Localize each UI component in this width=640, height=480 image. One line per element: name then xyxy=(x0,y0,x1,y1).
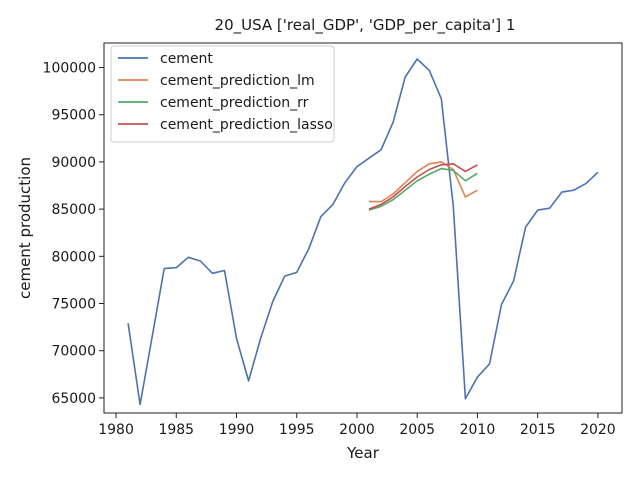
series-line-cement-prediction-lasso xyxy=(368,163,478,210)
x-tick-label: 1995 xyxy=(279,422,315,438)
y-axis: 65000 70000 75000 80000 85000 90000 95000 10000… xyxy=(43,61,104,407)
legend-label-cement: cement xyxy=(160,51,213,67)
y-tick-label: 75000 xyxy=(51,297,96,313)
series-line-cement xyxy=(127,58,599,406)
x-tick-label: 1985 xyxy=(158,422,194,438)
chart-title: 20_USA ['real_GDP', 'GDP_per_capita'] 1 xyxy=(215,16,516,35)
y-tick-label: 100000 xyxy=(43,61,96,77)
y-tick-label: 70000 xyxy=(51,344,96,360)
x-tick-label: 1980 xyxy=(98,422,134,438)
x-tick-label: 2015 xyxy=(520,422,556,438)
y-axis-label: cement production xyxy=(16,157,34,299)
y-tick-label: 85000 xyxy=(51,202,96,218)
legend-label-cement-prediction-lasso: cement_prediction_lasso xyxy=(160,117,333,133)
x-tick-label: 2020 xyxy=(580,422,616,438)
legend-label-cement-prediction-rr: cement_prediction_rr xyxy=(160,95,309,111)
series-line-cement-prediction-rr xyxy=(368,167,478,211)
y-tick-label: 65000 xyxy=(51,391,96,407)
x-tick-label: 2005 xyxy=(399,422,435,438)
x-axis: 1980 1985 1990 1995 2000 2005 2010 2015 2020 xyxy=(98,413,616,438)
legend-box xyxy=(110,45,335,143)
plot-frame xyxy=(103,42,623,414)
series-layer xyxy=(127,58,599,406)
y-tick-label: 80000 xyxy=(51,249,96,265)
y-tick-label: 95000 xyxy=(51,108,96,124)
series-line-cement-prediction-lm xyxy=(369,161,478,203)
legend: cement cement_prediction_lm cement_predict… xyxy=(110,45,335,143)
x-tick-label: 2000 xyxy=(339,422,375,438)
x-tick-label: 2010 xyxy=(460,422,496,438)
x-axis-label: Year xyxy=(346,444,380,462)
legend-label-cement-prediction-lm: cement_prediction_lm xyxy=(160,73,315,89)
x-tick-label: 1990 xyxy=(219,422,255,438)
y-tick-label: 90000 xyxy=(51,155,96,171)
